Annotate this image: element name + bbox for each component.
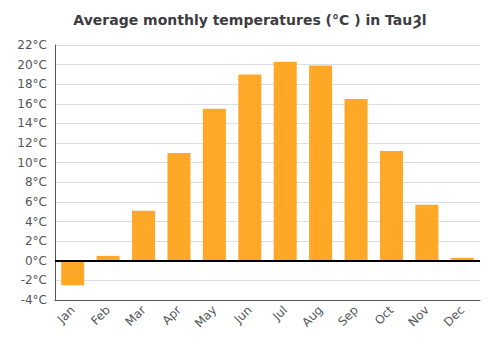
svg-text:16°C: 16°C: [17, 97, 47, 111]
svg-text:4°C: 4°C: [25, 215, 47, 229]
svg-text:Jun: Jun: [231, 303, 255, 327]
svg-text:-4°C: -4°C: [21, 293, 47, 307]
svg-text:Oct: Oct: [372, 303, 397, 328]
svg-text:Nov: Nov: [405, 303, 431, 329]
svg-text:2°C: 2°C: [25, 234, 47, 248]
svg-text:Mar: Mar: [123, 303, 149, 329]
svg-text:Jul: Jul: [269, 303, 290, 324]
svg-text:Aug: Aug: [299, 303, 325, 329]
svg-text:Apr: Apr: [159, 303, 184, 328]
svg-text:20°C: 20°C: [17, 58, 47, 72]
svg-text:May: May: [192, 303, 219, 330]
svg-text:10°C: 10°C: [17, 156, 47, 170]
svg-text:0°C: 0°C: [25, 254, 47, 268]
svg-text:18°C: 18°C: [17, 77, 47, 91]
svg-text:8°C: 8°C: [25, 175, 47, 189]
svg-text:6°C: 6°C: [25, 195, 47, 209]
svg-text:Dec: Dec: [441, 303, 467, 329]
svg-text:-2°C: -2°C: [21, 273, 47, 287]
svg-text:Average monthly temperatures (: Average monthly temperatures (°C ) in Ta…: [73, 12, 426, 29]
svg-text:Feb: Feb: [88, 303, 113, 328]
svg-text:12°C: 12°C: [17, 136, 47, 150]
svg-text:Sep: Sep: [335, 303, 361, 329]
svg-text:14°C: 14°C: [17, 116, 47, 130]
svg-text:Jan: Jan: [54, 303, 78, 327]
svg-text:22°C: 22°C: [17, 38, 47, 52]
